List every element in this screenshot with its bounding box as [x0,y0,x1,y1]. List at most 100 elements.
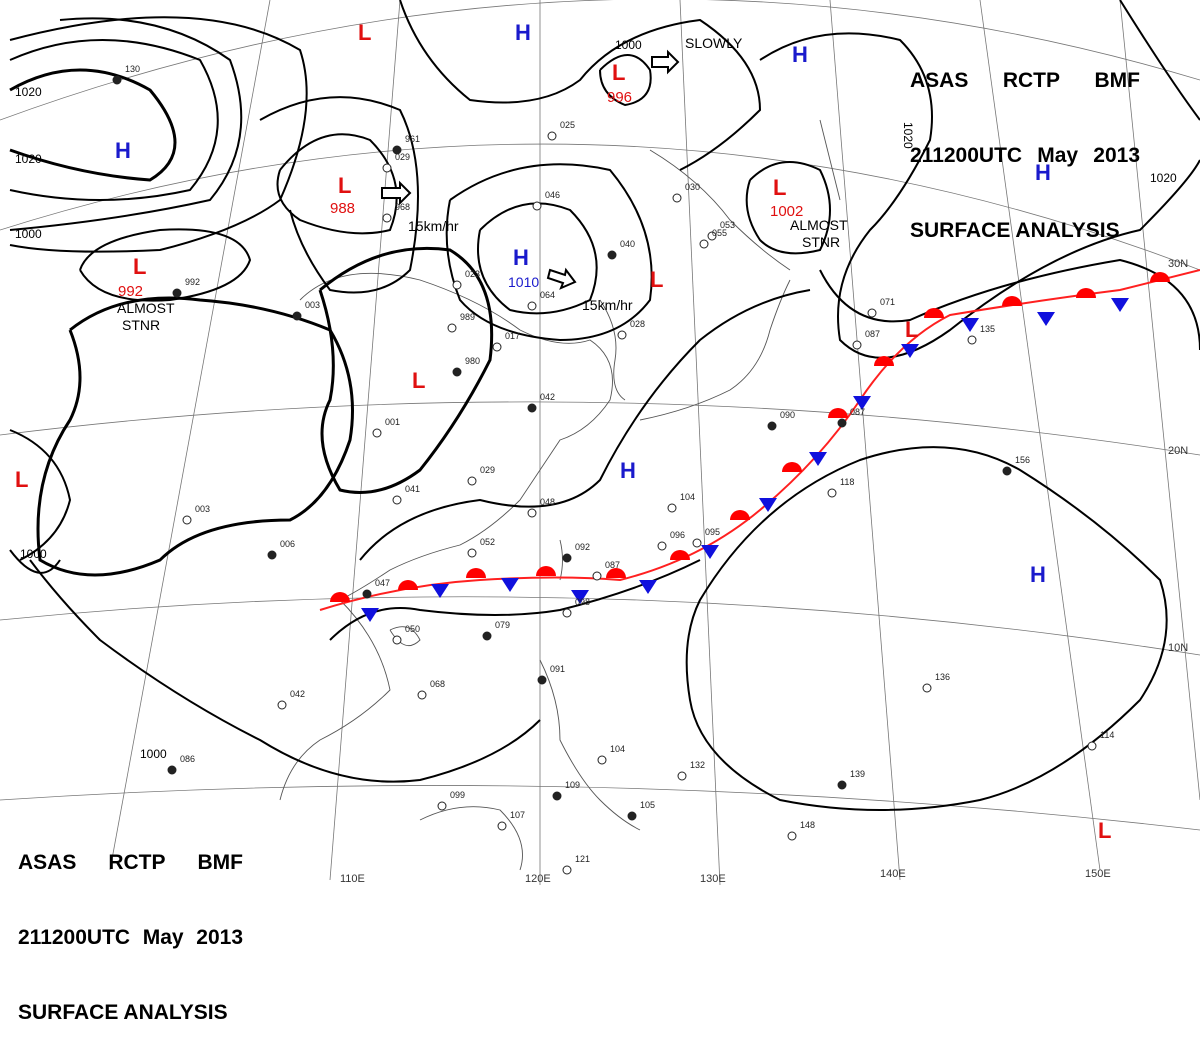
station-pressure-label: 079 [495,620,510,630]
station-circle [1002,466,1012,476]
parallel-40n [0,0,1200,121]
station-circle [562,865,572,875]
isobar-1020-nw [9,68,177,182]
isobar-east-large [819,258,1200,351]
isobar-label: 1020 [15,152,42,166]
header-station: RCTP [108,851,166,874]
isobar-label: 1000 [20,547,47,561]
station-pressure-label: 053 [720,220,735,230]
motion-arrow-high-1010 [546,267,577,290]
coast-sakhalin [819,119,841,201]
coast-philippines [539,659,641,831]
stationary-front [319,269,1200,622]
low-value-1002: 1002 [770,203,803,220]
cold-front-triangle [853,396,871,410]
almost-stnr-1b: STNR [122,317,160,333]
station-pressure-label: 064 [540,290,555,300]
meridian-160e [1119,0,1200,801]
station-pressure-label: 090 [780,410,795,420]
isobar-low-988-outer [259,96,419,294]
surface-analysis-map: H H H H H H H L L L L L L L L L L 988 99… [0,0,1200,886]
station-pressure-label: 048 [540,497,555,507]
low-symbol: L [1098,818,1111,843]
high-symbol: H [515,20,531,45]
station-pressure-label: 121 [575,854,590,864]
low-symbol: L [15,467,28,492]
isobar-labels: 1020 1020 1000 1000 1020 1020 1000 1000 [15,38,1177,761]
low-value-996: 996 [607,89,632,106]
station-circle [292,311,302,321]
warm-front-semicircle [1150,272,1170,282]
parallel-30n [0,143,1200,271]
cold-front-triangle [571,590,589,604]
low-symbol: L [612,60,625,85]
cold-front-triangle [501,578,519,592]
isobar-west-edge [9,429,72,561]
header-station: RCTP [1002,69,1061,92]
warm-front-semicircle [330,592,350,602]
station-pressure-label: 040 [620,239,635,249]
annotations: ALMOST STNR ALMOST STNR 15km/hr 15km/hr … [117,35,848,333]
isobar-south-loop [685,446,1168,811]
header-title: SURFACE ANALYSIS [910,219,1120,242]
station-pressure-label: 096 [670,530,685,540]
pressure-centers: H H H H H H H L L L L L L L L L L 988 99… [15,20,1111,843]
station-circle [492,342,502,352]
coast-indochina [279,599,391,801]
warm-front-semicircle [828,408,848,418]
low-value-988: 988 [330,200,355,217]
cold-front-triangle [809,452,827,466]
isobar-sw-1000 [9,549,61,574]
header-month: May [142,926,184,949]
station-pressure-label: 105 [640,800,655,810]
station-circle [362,589,372,599]
station-pressure-label: 091 [550,664,565,674]
high-symbol: H [792,42,808,67]
station-pressure-label: 046 [545,190,560,200]
station-pressure-label: 989 [460,312,475,322]
station-circle [382,213,392,223]
station-pressure-label: 001 [385,417,400,427]
lon-label-120e: 120E [525,873,551,885]
cold-front-triangle [901,344,919,358]
station-circle [417,690,427,700]
isobars [9,0,1200,811]
warm-front-semicircle [782,462,802,472]
station-pressure-label: 071 [880,297,895,307]
station-circle [967,335,977,345]
low-symbol: L [412,368,425,393]
chart-header-bottom-left: ASAS RCTP BMF 211200UTC May 2013 SURFACE ANA… [18,800,243,1050]
cold-front-triangle [431,584,449,598]
station-circle [627,811,637,821]
speed-label-2: 15km/hr [582,297,633,313]
station-circle [172,288,182,298]
station-circle [382,163,392,173]
cold-front-triangle [639,580,657,594]
isobar-centre-low [318,246,494,494]
low-symbol: L [358,20,371,45]
station-circle [827,488,837,498]
header-code: BMF [197,851,244,874]
station-circle [182,515,192,525]
high-symbol: H [620,458,636,483]
meridian-140e [829,0,901,881]
cold-front-triangle [701,545,719,559]
warm-front-semicircle [398,580,418,590]
header-time: 211200UTC [910,144,1023,167]
warm-front-semicircle [924,308,944,318]
isobar-low-1002 [745,161,831,255]
high-symbol: H [115,138,131,163]
station-pressure-label: 086 [180,754,195,764]
isobar-ne-1020 [759,32,1200,359]
station-circle [392,495,402,505]
station-circle [392,145,402,155]
station-circle [562,553,572,563]
isobar-label: 1020 [901,122,915,149]
station-circle [767,421,777,431]
low-value-992: 992 [118,283,143,300]
station-pressure-label: 052 [480,537,495,547]
station-pressure-label: 055 [712,228,727,238]
station-circle [562,608,572,618]
meridian-110e [329,0,401,881]
station-pressure-label: 042 [290,689,305,699]
